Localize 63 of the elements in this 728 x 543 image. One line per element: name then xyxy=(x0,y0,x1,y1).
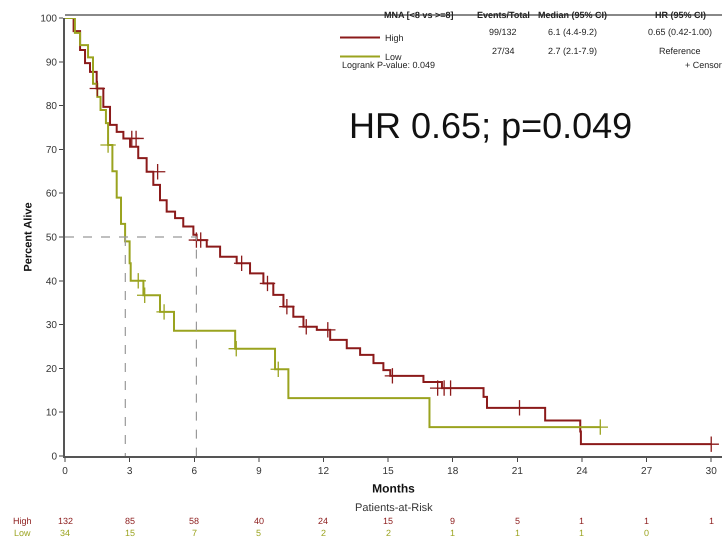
text: 58 xyxy=(189,516,200,526)
text: 5 xyxy=(515,516,520,526)
annotation: 0.65 (0.42-1.00) xyxy=(648,27,712,37)
y-axis-title: Percent Alive xyxy=(22,202,34,272)
annotation: MNA [<8 vs >=8] xyxy=(384,10,454,20)
annotation: 6.1 (4.4-9.2) xyxy=(548,27,598,37)
text: 1 xyxy=(644,516,650,526)
x-tick-label: 12 xyxy=(318,466,330,477)
x-tick-label: 21 xyxy=(512,466,524,477)
x-tick-label: 18 xyxy=(447,466,459,477)
x-tick-label: 24 xyxy=(576,466,588,477)
text: 1 xyxy=(709,516,714,526)
text: 1 xyxy=(450,528,456,538)
annotation: Logrank P-value: 0.049 xyxy=(342,60,436,70)
legend-label: High xyxy=(385,33,404,44)
y-tick-label: 80 xyxy=(46,101,58,112)
text: 34 xyxy=(60,528,70,538)
x-tick-label: 6 xyxy=(191,466,198,477)
x-tick-label: 15 xyxy=(382,466,394,477)
annotation: HR 0.65; p=0.049 xyxy=(349,105,632,146)
text: Patients-at-Risk xyxy=(355,502,434,514)
y-tick-label: 100 xyxy=(40,14,58,24)
x-tick-label: 0 xyxy=(62,466,68,477)
x-tick-label: 3 xyxy=(126,466,133,477)
annotation: Reference xyxy=(659,46,701,56)
legend-label: Low xyxy=(385,52,402,62)
x-axis-title: Months xyxy=(372,481,416,496)
annotation: 99/132 xyxy=(489,27,517,37)
text: 9 xyxy=(450,516,456,526)
annotation: Median (95% CI) xyxy=(538,10,608,20)
y-tick-label: 70 xyxy=(46,144,58,156)
annotation: HR (95% CI) xyxy=(655,10,706,20)
y-tick-label: 10 xyxy=(46,408,58,419)
text: 132 xyxy=(58,516,74,526)
y-tick-label: 90 xyxy=(46,57,58,68)
text: Low xyxy=(14,528,31,538)
x-tick-label: 30 xyxy=(706,466,718,477)
text: 1 xyxy=(515,528,520,538)
text: 15 xyxy=(383,516,394,526)
y-tick-label: 30 xyxy=(46,320,58,332)
y-tick-label: 50 xyxy=(46,232,58,244)
text: 15 xyxy=(125,528,136,538)
y-tick-label: 0 xyxy=(51,452,58,462)
annotation: 2.7 (2.1-7.9) xyxy=(548,46,598,56)
text: 40 xyxy=(254,516,264,526)
text: 2 xyxy=(386,528,392,538)
text: 7 xyxy=(192,528,198,538)
y-tick-label: 20 xyxy=(46,364,58,375)
annotation: Events/Total xyxy=(477,10,530,20)
x-tick-label: 9 xyxy=(256,466,262,477)
annotation: 27/34 xyxy=(492,46,515,56)
text: 2 xyxy=(321,528,326,538)
annotation: + Censor xyxy=(685,60,722,70)
text: 0 xyxy=(644,528,650,538)
y-tick-label: 60 xyxy=(46,188,58,200)
y-tick-label: 40 xyxy=(46,276,58,288)
text: 1 xyxy=(579,516,584,526)
x-tick-label: 27 xyxy=(641,466,653,477)
text: 85 xyxy=(125,516,136,526)
text: 24 xyxy=(318,516,328,526)
text: High xyxy=(13,516,32,526)
text: 1 xyxy=(579,528,584,538)
text: 5 xyxy=(256,528,262,538)
